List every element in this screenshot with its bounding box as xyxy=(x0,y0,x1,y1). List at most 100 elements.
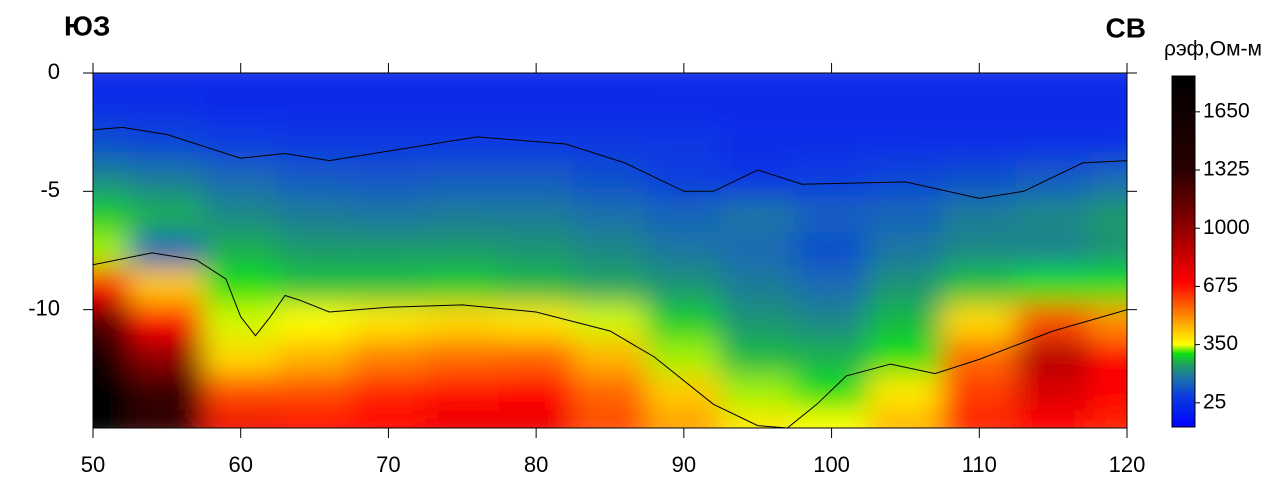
heat-cell xyxy=(868,374,943,411)
heat-cell xyxy=(1015,409,1091,428)
heat-cell xyxy=(720,196,796,234)
heat-cell xyxy=(868,90,943,127)
heat-cell xyxy=(277,196,352,234)
heat-cell xyxy=(572,125,648,163)
heat-cell xyxy=(868,409,943,428)
heat-cell xyxy=(351,267,426,305)
x-tick-label: 120 xyxy=(1109,452,1146,477)
heat-cell xyxy=(351,125,426,163)
heat-cell xyxy=(1015,196,1091,234)
heat-cell xyxy=(794,267,869,305)
heat-cell xyxy=(1015,374,1091,411)
heat-cell xyxy=(1015,90,1091,127)
heat-cell xyxy=(203,338,279,376)
heat-cell xyxy=(646,374,722,411)
heat-cell xyxy=(351,90,426,127)
heat-cell xyxy=(129,90,205,127)
x-tick-label: 70 xyxy=(376,452,400,477)
heat-cell xyxy=(868,161,943,198)
heat-cell xyxy=(93,409,131,428)
y-tick-label: 0 xyxy=(48,59,60,84)
heat-cell xyxy=(941,303,1017,340)
heat-cell xyxy=(646,196,722,234)
heat-cell xyxy=(93,125,131,163)
heat-cell xyxy=(794,338,869,376)
heat-cell xyxy=(351,196,426,234)
heat-cell xyxy=(351,232,426,269)
heat-cell xyxy=(498,232,574,269)
heat-cell xyxy=(498,267,574,305)
heat-cell xyxy=(1089,161,1127,198)
heat-cell xyxy=(129,232,205,269)
left-label: ЮЗ xyxy=(64,10,110,41)
heat-cell xyxy=(646,73,722,92)
heat-cell xyxy=(203,409,279,428)
heat-cell xyxy=(1089,196,1127,234)
heat-cell xyxy=(1015,303,1091,340)
heat-cell xyxy=(720,338,796,376)
heat-cell xyxy=(93,303,131,340)
heat-cell xyxy=(93,196,131,234)
heat-cell xyxy=(129,73,205,92)
heat-cell xyxy=(941,161,1017,198)
heat-cell xyxy=(1089,267,1127,305)
heat-cell xyxy=(351,303,426,340)
heat-cell xyxy=(1089,338,1127,376)
heat-cell xyxy=(1015,338,1091,376)
heat-cell xyxy=(498,161,574,198)
heat-cell xyxy=(646,409,722,428)
heat-cell xyxy=(572,73,648,92)
heat-cell xyxy=(794,90,869,127)
heat-cell xyxy=(424,338,500,376)
heat-cell xyxy=(498,90,574,127)
colorbar-tick-label: 1325 xyxy=(1203,158,1250,181)
heat-cell xyxy=(868,196,943,234)
heat-cell xyxy=(941,73,1017,92)
heat-cell xyxy=(351,161,426,198)
heat-cell xyxy=(572,267,648,305)
heat-cell xyxy=(1089,232,1127,269)
colorbar xyxy=(1171,75,1196,428)
heat-cell xyxy=(1089,73,1127,92)
heatmap xyxy=(93,73,1127,428)
boundary-line xyxy=(93,252,1127,428)
heat-cell xyxy=(277,125,352,163)
right-label: СВ xyxy=(1106,12,1146,43)
x-tick-label: 80 xyxy=(524,452,548,477)
heat-cell xyxy=(203,73,279,92)
heat-cell xyxy=(93,90,131,127)
heat-cell xyxy=(93,267,131,305)
heat-cell xyxy=(1015,161,1091,198)
heat-cell xyxy=(720,374,796,411)
heat-cell xyxy=(424,125,500,163)
heat-cell xyxy=(277,303,352,340)
heat-cell xyxy=(203,125,279,163)
heat-cell xyxy=(424,374,500,411)
heat-cell xyxy=(424,232,500,269)
heat-cell xyxy=(203,267,279,305)
heat-cell xyxy=(572,232,648,269)
heat-cell xyxy=(720,161,796,198)
heat-cell xyxy=(572,196,648,234)
heat-cell xyxy=(277,161,352,198)
colorbar-title: ρэф,Ом-м xyxy=(1164,38,1262,61)
heat-cell xyxy=(277,338,352,376)
heat-cell xyxy=(93,338,131,376)
heat-cell xyxy=(93,374,131,411)
heat-cell xyxy=(794,232,869,269)
heat-cell xyxy=(203,90,279,127)
contour-lines xyxy=(93,126,1127,428)
heat-cell xyxy=(424,196,500,234)
heat-cell xyxy=(351,73,426,92)
heat-cell xyxy=(203,161,279,198)
heat-cell xyxy=(424,409,500,428)
heat-cell xyxy=(868,267,943,305)
heat-cell xyxy=(646,338,722,376)
heat-cell xyxy=(277,267,352,305)
heat-cell xyxy=(868,338,943,376)
heat-cell xyxy=(941,232,1017,269)
heat-cell xyxy=(203,374,279,411)
heat-cell xyxy=(868,125,943,163)
heat-cell xyxy=(129,374,205,411)
